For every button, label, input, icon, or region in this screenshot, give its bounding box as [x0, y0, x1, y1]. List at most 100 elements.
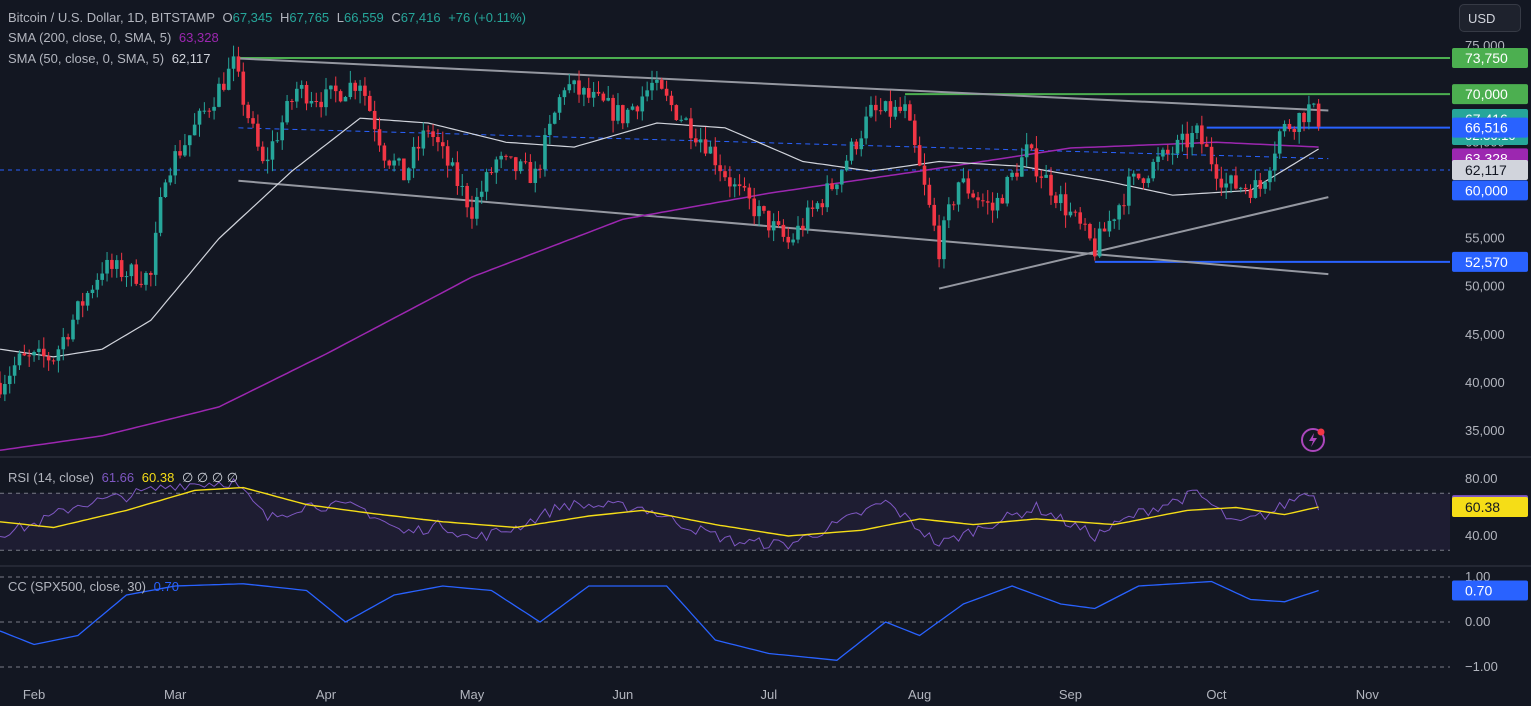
- candle: [1258, 172, 1263, 197]
- candle: [494, 156, 499, 184]
- candle-body: [971, 193, 975, 198]
- candle: [431, 124, 435, 147]
- time-axis-tick: Jun: [612, 687, 633, 702]
- candle-body: [197, 110, 202, 125]
- candle-body: [698, 139, 703, 143]
- candle: [61, 327, 66, 361]
- candle: [990, 192, 995, 223]
- candle-body: [80, 301, 85, 306]
- candle: [791, 233, 795, 246]
- sma200-label: SMA (200, close, 0, SMA, 5): [8, 30, 172, 45]
- candle-body: [260, 146, 265, 162]
- candle: [1097, 221, 1102, 258]
- candle-body: [1161, 149, 1165, 157]
- candle: [1277, 129, 1282, 159]
- candle: [105, 252, 109, 282]
- candle: [630, 103, 635, 111]
- candle-body: [187, 135, 192, 146]
- candle-body: [139, 283, 143, 285]
- cc-legend: CC (SPX500, close, 30) 0.70: [8, 579, 179, 595]
- candle: [591, 82, 596, 107]
- candle: [46, 352, 51, 371]
- candle: [1049, 167, 1053, 205]
- candle-body: [922, 165, 927, 185]
- candle: [562, 87, 567, 105]
- candle-body: [285, 101, 289, 123]
- candle: [32, 350, 36, 362]
- candle-body: [265, 159, 270, 162]
- candle: [85, 290, 90, 311]
- candle: [635, 105, 640, 120]
- candle: [737, 174, 742, 196]
- rsi-legend-value: 61.66: [101, 470, 135, 485]
- candle-body: [606, 97, 611, 101]
- candle-body: [105, 259, 109, 274]
- lightning-alert-icon[interactable]: [1298, 425, 1328, 455]
- candle: [825, 175, 829, 213]
- sma50-label: SMA (50, close, 0, SMA, 5): [8, 51, 165, 66]
- candle-body: [494, 159, 499, 173]
- candle: [864, 106, 868, 145]
- cc-badge-bg: [1452, 580, 1528, 601]
- candle: [1204, 136, 1209, 147]
- candle: [538, 164, 542, 179]
- candle: [1024, 132, 1029, 167]
- candle: [801, 218, 805, 237]
- level-badge: 52,570: [1452, 251, 1528, 272]
- candle: [728, 166, 732, 198]
- candle-body: [27, 355, 31, 357]
- candle-body: [129, 264, 134, 277]
- candle-body: [241, 71, 246, 105]
- candle: [927, 177, 932, 208]
- candle: [192, 113, 197, 136]
- candle: [659, 77, 664, 90]
- candle: [1200, 115, 1204, 154]
- candle: [1214, 157, 1219, 191]
- candle-body: [489, 172, 494, 174]
- candle: [1185, 121, 1190, 159]
- candle-body: [752, 198, 756, 217]
- rsi-axis-tick: 40.00: [1465, 528, 1498, 543]
- candle-body: [304, 84, 309, 104]
- high-value: 67,765: [289, 10, 330, 25]
- candle-body: [912, 120, 917, 146]
- low-value: 66,559: [344, 10, 384, 25]
- candle-body: [732, 184, 737, 187]
- candle-body: [937, 225, 941, 260]
- candle: [1253, 169, 1258, 199]
- candle: [810, 200, 815, 217]
- candle-body: [246, 104, 250, 119]
- candle-body: [0, 382, 2, 395]
- candle-body: [153, 232, 158, 275]
- low-label: L: [336, 10, 345, 25]
- sma50-legend: SMA (50, close, 0, SMA, 5) 62,117: [8, 51, 210, 67]
- candle-body: [319, 101, 323, 108]
- candle: [1282, 120, 1287, 137]
- time-axis-tick: Sep: [1059, 687, 1082, 702]
- main-legend: Bitcoin / U.S. Dollar, 1D, BITSTAMP O67,…: [8, 10, 526, 26]
- candle: [674, 104, 679, 121]
- close-value: 67,416: [400, 10, 441, 25]
- candle-body: [114, 260, 119, 269]
- candle: [222, 72, 226, 92]
- candle-body: [236, 56, 241, 72]
- candle-body: [533, 168, 538, 183]
- candle: [684, 116, 688, 121]
- candle: [51, 358, 56, 365]
- candle-body: [1287, 123, 1292, 130]
- currency-button[interactable]: USD: [1459, 4, 1521, 32]
- candle-body: [1268, 170, 1272, 183]
- candle-body: [119, 260, 124, 277]
- candle: [1229, 174, 1233, 193]
- candle: [601, 91, 606, 103]
- candle-body: [586, 88, 591, 98]
- candle-body: [1170, 153, 1175, 155]
- candle: [421, 122, 426, 156]
- candle-body: [689, 118, 693, 139]
- candle: [854, 139, 859, 155]
- candle-body: [1234, 175, 1238, 189]
- candle-body: [835, 184, 839, 190]
- candle-body: [484, 172, 489, 192]
- candle: [1287, 119, 1292, 132]
